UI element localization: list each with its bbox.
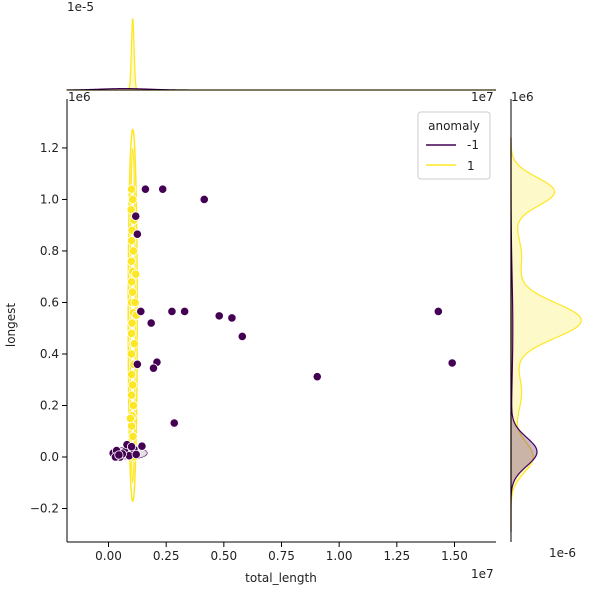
right-marginal-offset-text: 1e-6 [549,546,576,560]
scatter-point-1-11 [127,287,138,297]
scatter-point-1-0 [126,184,137,194]
x-axis-label: total_length [245,571,317,585]
legend-label-1: 1 [467,159,475,173]
scatter-point-1-19 [126,369,137,380]
scatter-point-neg1-16 [312,372,322,382]
y-tick-label-7: 1.2 [40,141,59,155]
x-tick-label-2: 0.50 [210,549,237,563]
right-marginal-y-offset-text: 1e6 [511,90,534,104]
scatter-point-neg1-1 [158,184,168,194]
scatter-point-neg1-11 [237,331,247,342]
top-marginal-kde [66,17,496,91]
scatter-point-neg1-19 [137,441,147,451]
y-tick-label-1: 0.0 [40,450,59,464]
scatter-point-neg1-3 [131,211,141,221]
scatter-point-neg1-30 [126,442,137,452]
scatter-point-neg1-14 [148,363,159,373]
scatter-point-neg1-12 [433,306,443,317]
scatter-point-neg1-17 [447,358,457,368]
y-axis-label: longest [4,303,18,348]
scatter-point-neg1-6 [180,306,190,317]
top-marginal-offset-text: 1e-5 [67,0,94,14]
scatter-point-1-22 [128,400,139,411]
scatter-point-1-14 [127,318,137,328]
x-tick-label-6: 1.50 [441,549,468,563]
scatter-point-neg1-8 [227,313,237,323]
scatter-point-1-6 [128,246,139,256]
scatter-point-1-24 [126,421,137,431]
scatter-point-1-9 [131,269,141,279]
scatter-point-1-20 [128,380,138,390]
right-kde-1 [510,137,582,532]
y-tick-label-6: 1.0 [40,192,59,206]
scatter-point-1-31 [125,413,136,423]
y-tick-label-2: 0.2 [40,398,59,412]
y-tick-label-5: 0.8 [40,244,59,258]
scatter-point-1-17 [126,349,136,359]
scatter-point-neg1-9 [146,318,156,328]
scatter-point-1-7 [126,256,136,266]
scatter-point-1-29 [130,297,140,308]
legend-label-neg1: -1 [467,138,479,152]
y-tick-label-3: 0.4 [40,347,59,361]
scatter-point-neg1-10 [136,306,146,317]
scatter-point-neg1-5 [167,306,177,317]
scatter-point-1-1 [128,194,138,205]
scatter-point-neg1-0 [140,184,151,194]
scatter-point-1-21 [126,390,137,400]
legend: anomaly -1 1 [417,111,491,180]
scatter-point-1-15 [126,328,137,338]
scatter-point-1-25 [128,431,138,442]
scatter-point-1-30 [129,339,139,349]
x-tick-label-1: 0.25 [153,549,180,563]
x-offset-text: 1e7 [471,567,494,581]
scatter-point-neg1-27 [131,449,141,460]
legend-title: anomaly [428,119,480,133]
main-plot-area: 0.00 0.25 0.50 0.75 1.00 1.25 1.50 −0.2 0.0 0.2 0.… [30,99,496,563]
y-tick-label-4: 0.6 [40,295,59,309]
x-tick-label-4: 1.00 [326,549,353,563]
scatter-point-1-10 [126,277,137,287]
x-offset-text-top: 1e7 [471,90,494,104]
scatter-point-neg1-2 [199,194,209,205]
scatter-point-1-2 [126,205,136,215]
scatter-point-neg1-31 [114,450,124,460]
x-tick-label-5: 1.25 [383,549,410,563]
scatter-point-neg1-7 [214,311,224,321]
scatter-point-neg1-4 [132,229,142,239]
top-kde-1 [67,17,496,91]
y-tick-label-0: −0.2 [30,502,59,516]
scatter-point-1-5 [126,236,137,246]
scatter-point-neg1-18 [169,418,179,428]
x-tick-label-0: 0.00 [95,549,122,563]
scatter-point-neg1-15 [132,359,142,369]
x-tick-label-3: 0.75 [268,549,295,563]
right-marginal-kde [510,99,582,542]
y-offset-text: 1e6 [68,90,91,104]
